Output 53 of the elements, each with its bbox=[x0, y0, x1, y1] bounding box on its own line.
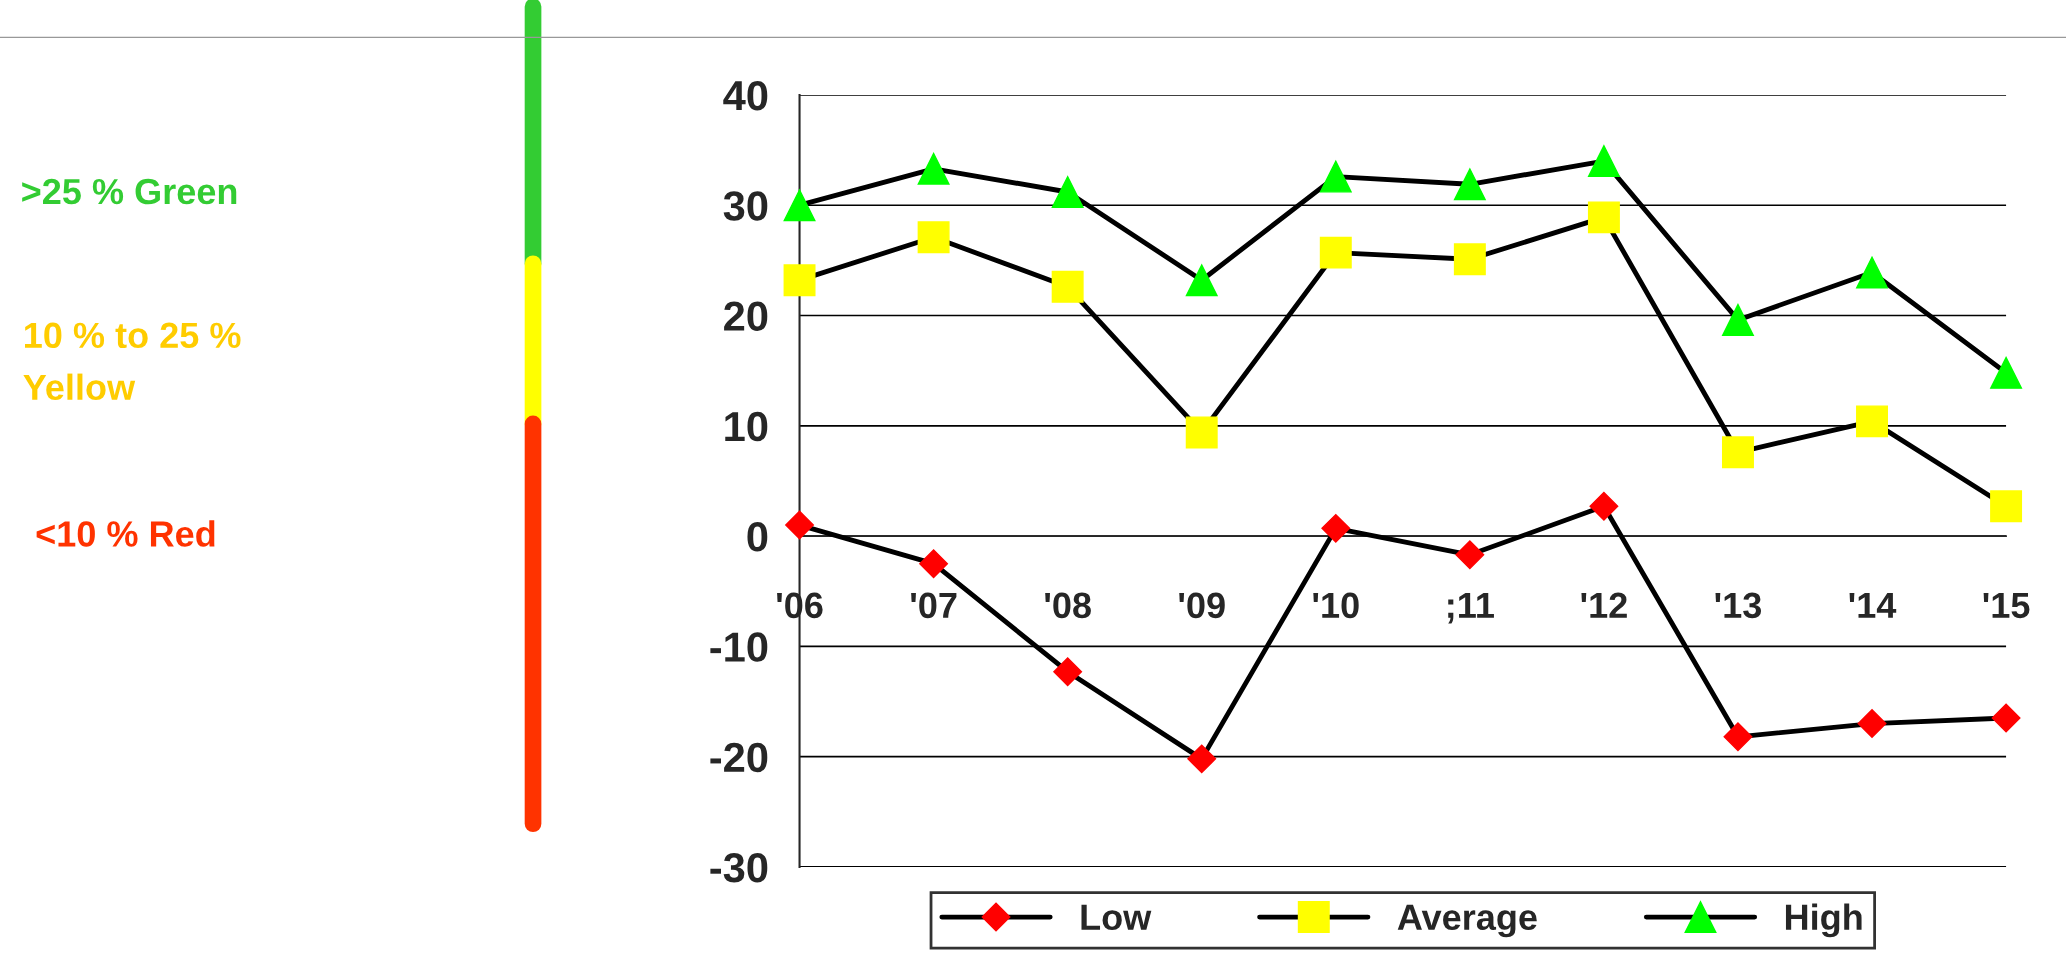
y-tick-label: -20 bbox=[710, 742, 768, 773]
point bbox=[1051, 270, 1084, 303]
point bbox=[1587, 201, 1620, 234]
point bbox=[917, 221, 950, 254]
legend-label: Low bbox=[1081, 904, 1152, 931]
legend-label: Average bbox=[1397, 904, 1537, 938]
x-tick-label: '12 bbox=[1581, 592, 1627, 618]
point bbox=[1857, 709, 1887, 739]
point bbox=[1453, 243, 1486, 276]
point bbox=[1453, 168, 1486, 201]
y-tick-label: -10 bbox=[710, 632, 768, 662]
point bbox=[1721, 303, 1754, 336]
point bbox=[785, 510, 814, 540]
text: 10 % to 25 % Yellow bbox=[23, 322, 241, 401]
y-tick-label: 10 bbox=[725, 411, 768, 442]
point bbox=[1723, 722, 1753, 752]
point bbox=[783, 264, 816, 297]
legend-label: High bbox=[1785, 903, 1862, 938]
point bbox=[1587, 145, 1620, 178]
x-tick-label: '08 bbox=[1045, 592, 1091, 619]
x-tick-label: '15 bbox=[1983, 592, 2030, 619]
x-tick-label: '09 bbox=[1179, 592, 1225, 619]
y-tick-label: 30 bbox=[723, 191, 768, 221]
x-tick-label: '07 bbox=[911, 592, 957, 619]
point bbox=[1455, 540, 1485, 570]
point bbox=[1187, 744, 1217, 774]
x-tick-label: '13 bbox=[1715, 592, 1762, 619]
point bbox=[1185, 264, 1218, 297]
point bbox=[1319, 160, 1352, 193]
point bbox=[1185, 416, 1218, 449]
y-tick-label: 20 bbox=[724, 301, 768, 332]
point bbox=[1589, 491, 1619, 521]
text: <10 % Red bbox=[36, 520, 215, 547]
point bbox=[1990, 356, 2023, 389]
point bbox=[1321, 513, 1351, 543]
x-tick-label: '14 bbox=[1849, 592, 1897, 618]
y-tick-label: 0 bbox=[747, 522, 768, 552]
point bbox=[919, 549, 949, 579]
point bbox=[1051, 176, 1084, 208]
point bbox=[917, 152, 950, 185]
x-tick-label: '10 bbox=[1313, 592, 1359, 619]
point bbox=[1319, 236, 1352, 269]
point bbox=[1721, 436, 1754, 469]
point bbox=[1990, 490, 2023, 523]
point bbox=[1053, 657, 1083, 687]
y-tick-label: -30 bbox=[710, 852, 768, 883]
text: >25 % Green bbox=[22, 178, 237, 205]
point bbox=[1856, 405, 1889, 438]
point bbox=[1991, 703, 2021, 733]
point bbox=[783, 189, 816, 222]
point bbox=[1856, 256, 1889, 289]
x-tick-label: ;11 bbox=[1448, 592, 1494, 624]
y-tick-label: 40 bbox=[723, 80, 768, 111]
